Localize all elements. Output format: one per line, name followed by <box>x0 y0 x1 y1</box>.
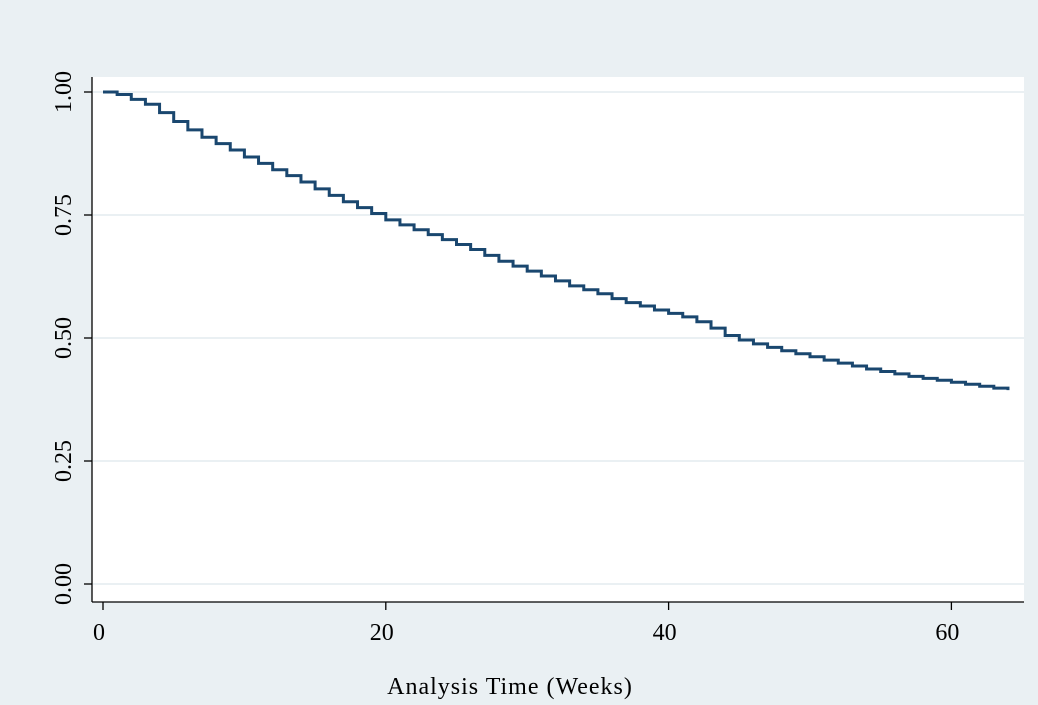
x-tick-label: 0 <box>93 620 105 646</box>
y-tick-label: 0.00 <box>51 563 77 605</box>
y-tick-label: 0.75 <box>51 194 77 236</box>
x-ticks: 0 20 40 60 <box>93 602 959 646</box>
survival-step-line-0 <box>103 90 1010 391</box>
x-tick-label: 40 <box>653 620 677 646</box>
axes <box>91 77 1024 603</box>
x-axis-title: Analysis Time (Weeks) <box>387 674 633 700</box>
y-ticks: 0.00 0.25 0.50 0.75 1.00 <box>51 71 92 605</box>
y-tick-label: 0.50 <box>51 317 77 359</box>
x-tick-label: 20 <box>370 620 394 646</box>
y-tick-label: 1.00 <box>51 71 77 113</box>
x-tick-label: 60 <box>935 620 959 646</box>
plot-area <box>92 77 1024 602</box>
series-layer <box>103 90 1010 391</box>
gridlines <box>93 91 1024 585</box>
y-tick-label: 0.25 <box>51 440 77 482</box>
